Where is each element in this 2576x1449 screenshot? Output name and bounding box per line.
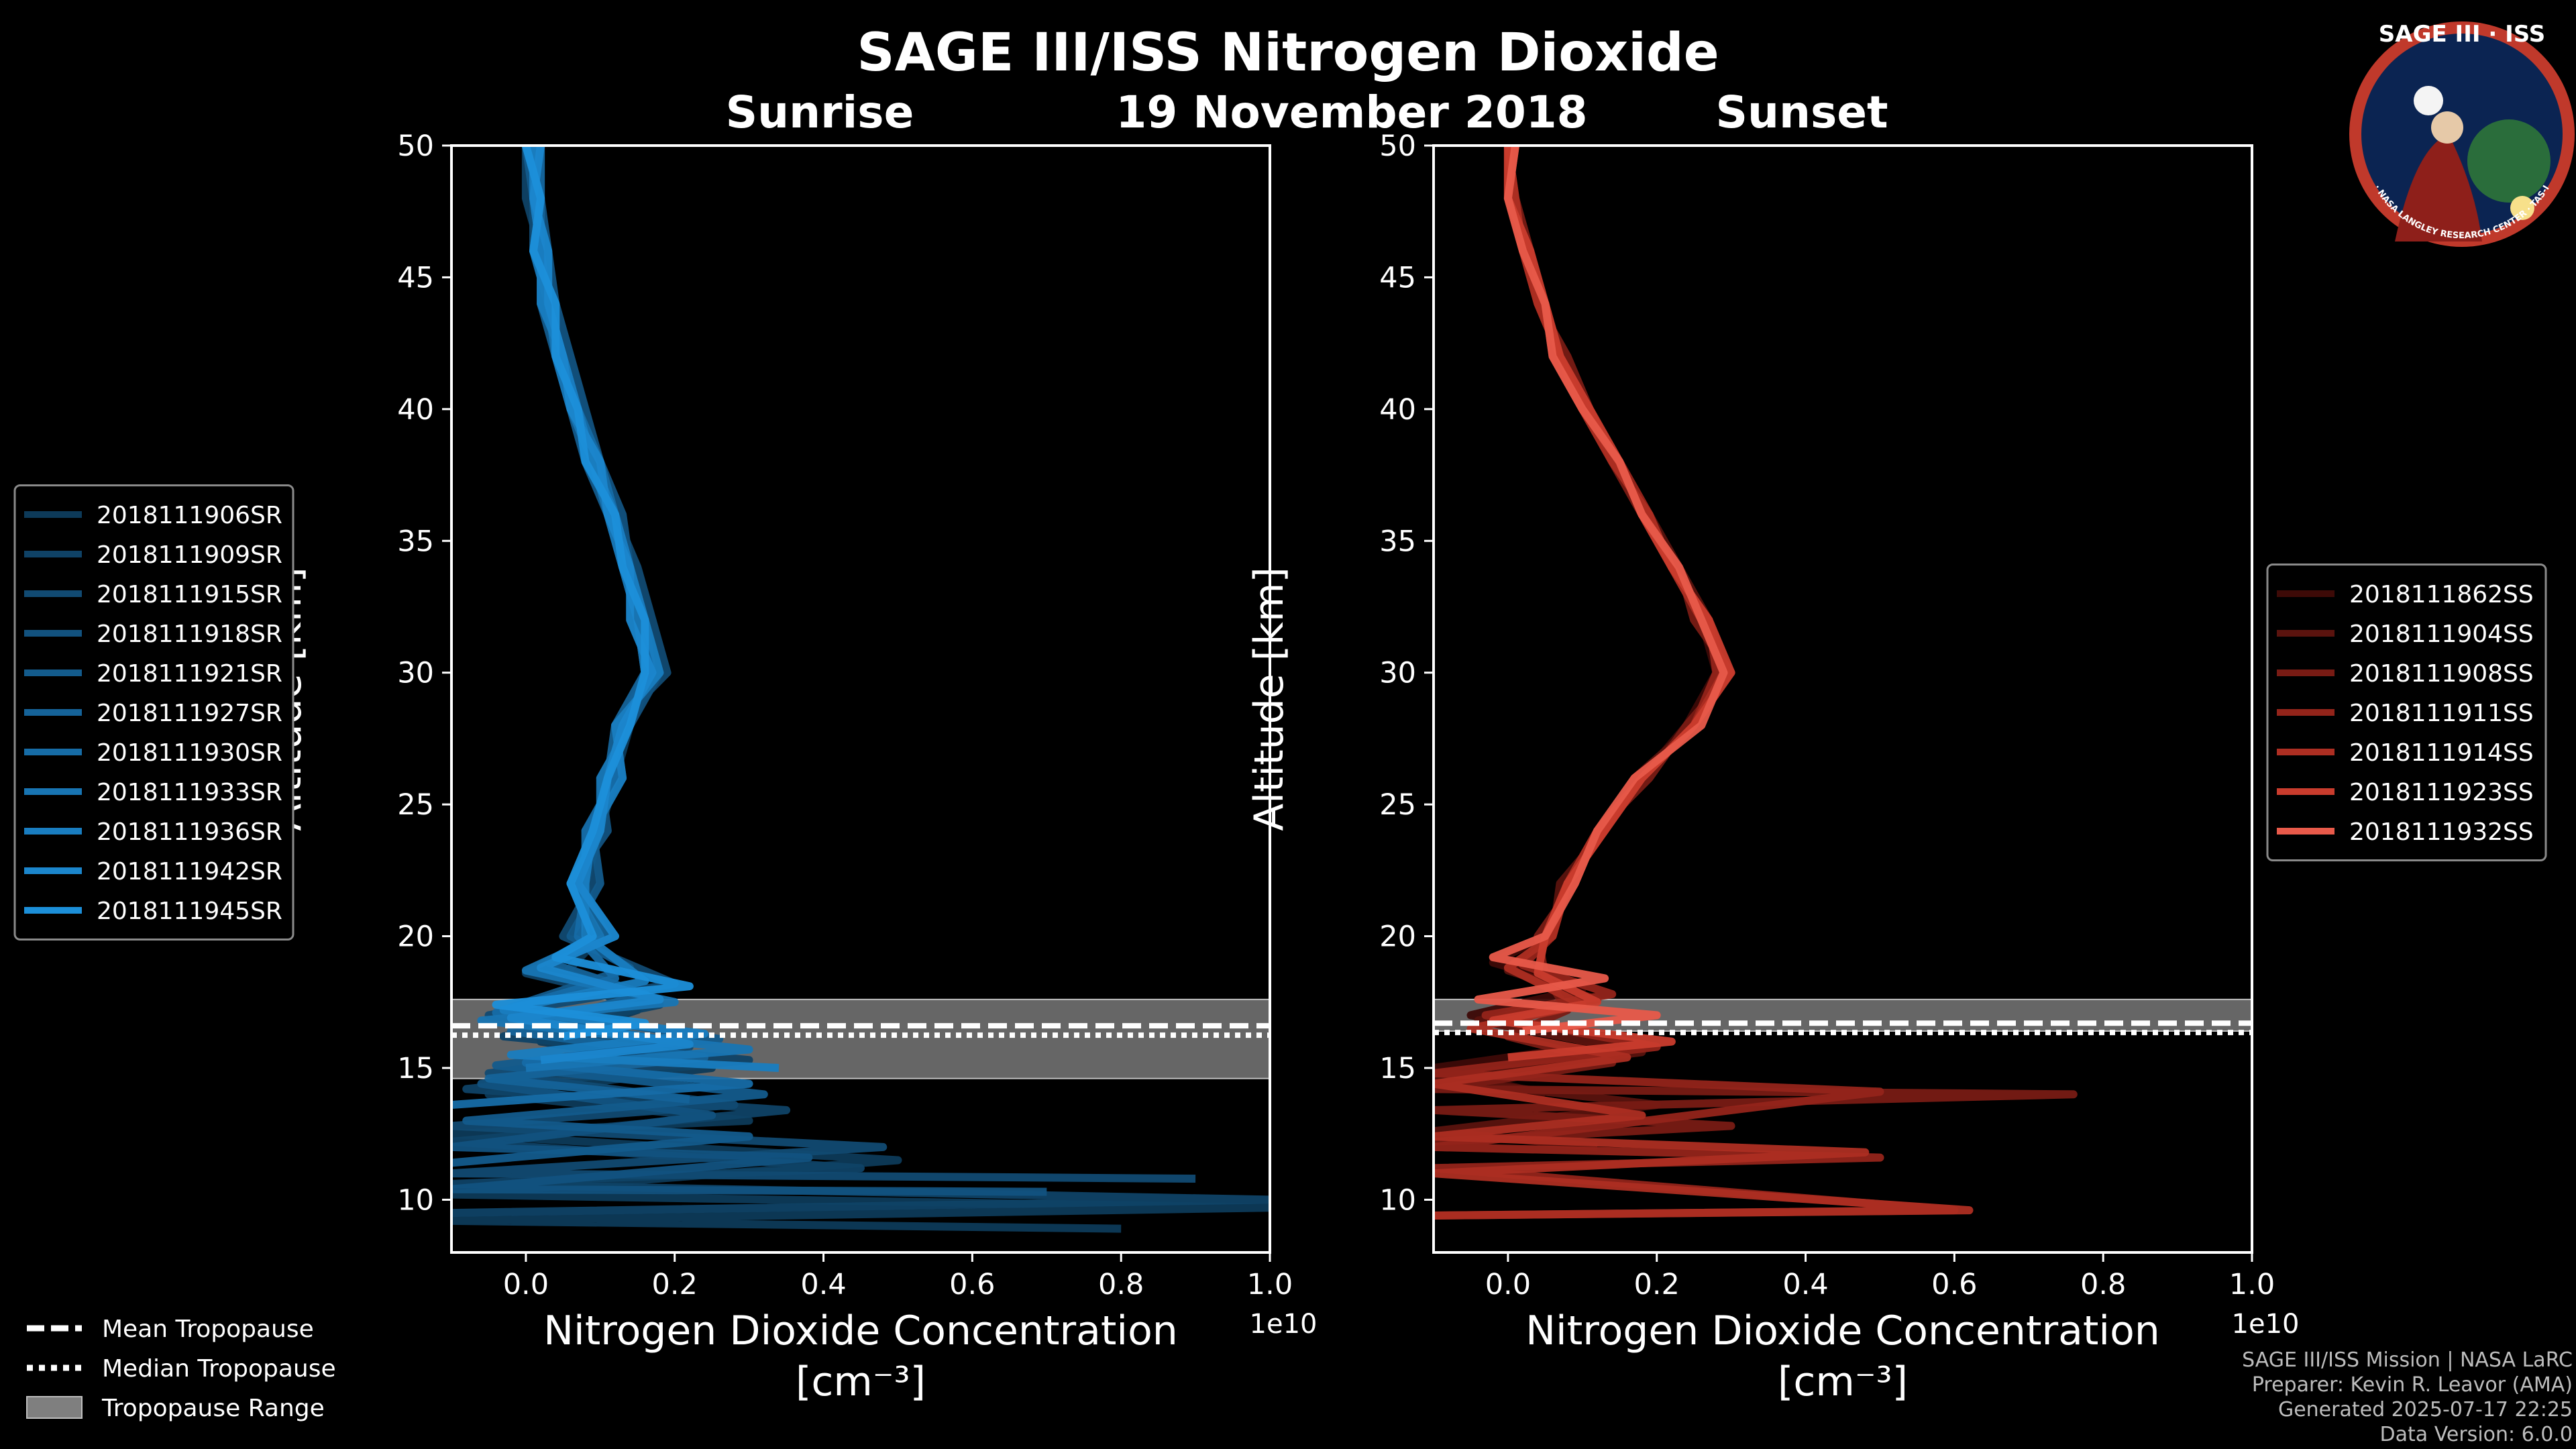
sunset-legend-label: 2018111914SS [2349,739,2534,767]
sunset-ytick-label: 30 [1379,657,1416,690]
sunset-xtick-label: 0.4 [1782,1268,1828,1301]
tropopause-legend-label: Mean Tropopause [102,1316,314,1343]
sunset-ytick-label: 40 [1379,393,1416,427]
sunset-series-2018111862SS [1434,146,1721,1099]
sunrise-subtitle: Sunrise [726,87,914,138]
sunrise-legend-label: 2018111906SR [97,502,282,529]
sunset-xtick-label: 0.2 [1634,1268,1680,1301]
sunrise-ytick-label: 15 [397,1052,434,1085]
sunrise-xtick-label: 0.4 [800,1268,846,1301]
sunset-ylabel: Altitude [km] [1246,567,1293,831]
tropopause-legend: Mean Tropopause Median Tropopause Tropopau… [26,1316,336,1422]
sunrise-legend: 2018111906SR 2018111909SR 2018111915SR 2018… [13,484,294,941]
sunrise-axes-frame [450,144,1271,1254]
sunrise-legend-label: 2018111921SR [97,660,282,688]
sunset-ytick-label: 25 [1379,788,1416,822]
sunset-legend: 2018111862SS 2018111904SS 2018111908SS 2018… [2266,564,2547,861]
sunset-xunit: [cm⁻³] [1778,1358,1908,1405]
sunrise-legend-label: 2018111915SR [97,581,282,608]
sunrise-xunit: [cm⁻³] [796,1358,926,1405]
footer-line-4: Data Version: 6.0.0 [2380,1423,2573,1446]
tropopause-legend-label: Median Tropopause [102,1355,336,1383]
sunrise-series-2018111945SR [492,146,694,1040]
earth-icon [2467,119,2551,203]
sunrise-legend-box [13,484,294,941]
sunset-xlabel: Nitrogen Dioxide Concentration [1525,1307,2160,1354]
sunset-xtick-label: 1.0 [2229,1268,2275,1301]
sunrise-xtick-label: 0.8 [1098,1268,1144,1301]
sunrise-ytick-label: 35 [397,525,434,558]
sunset-subtitle: Sunset [1715,87,1888,138]
sunrise-legend-label: 2018111930SR [97,739,282,767]
sunrise-xtick-label: 0.0 [503,1268,549,1301]
sunrise-legend-label: 2018111936SR [97,818,282,846]
logo-text: SAGE III · ISS [2379,21,2545,48]
sunrise-panel: Sunrise 0.0 0.2 0.4 0.6 0.8 1.0 10 15 20 25 30 35 40 4… [13,87,1318,1405]
sunrise-series-group [451,146,1270,1233]
sunrise-ytick-label: 20 [397,920,434,954]
moon-icon [2414,86,2443,115]
footer-line-2: Preparer: Kevin R. Leavor (AMA) [2252,1373,2573,1397]
sunrise-legend-label: 2018111942SR [97,858,282,885]
sunrise-xlabel: Nitrogen Dioxide Concentration [543,1307,1178,1354]
sunrise-xtick-label: 0.6 [949,1268,995,1301]
sunset-ytick-label: 20 [1379,920,1416,954]
sunset-ytick-label: 50 [1379,129,1416,163]
footer-line-3: Generated 2025-07-17 22:25 [2278,1398,2573,1421]
sunset-legend-label: 2018111911SS [2349,700,2534,727]
sunrise-legend-label: 2018111933SR [97,779,282,806]
sunset-legend-label: 2018111862SS [2349,581,2534,608]
sunrise-ytick-label: 50 [397,129,434,163]
tropopause-legend-label: Tropopause Range [101,1395,325,1422]
sunset-xtick-label: 0.8 [2080,1268,2126,1301]
sunset-panel: Sunset 0.0 0.2 0.4 0.6 0.8 1.0 10 15 20 25 30 35 40 45… [1246,87,2547,1405]
legend-tropopause-range-swatch [26,1396,83,1419]
sunset-series-2018111932SS [1474,146,1728,1035]
sunset-xtick-label: 0.0 [1485,1268,1531,1301]
sunset-axes-frame [1432,144,2253,1254]
sunset-ytick-label: 15 [1379,1052,1416,1085]
wizard-icon [2395,134,2482,241]
chart-date: 19 November 2018 [1116,87,1587,138]
sunset-legend-label: 2018111904SS [2349,621,2534,648]
sunrise-ytick-label: 10 [397,1183,434,1217]
sunset-legend-label: 2018111932SS [2349,818,2534,846]
sun-icon [2510,196,2534,220]
sunset-series-group [1434,146,2078,1220]
sunrise-xtick-label: 1.0 [1247,1268,1293,1301]
sunset-x-offset-label: 1e10 [2232,1309,2300,1340]
sunrise-ytick-label: 40 [397,393,434,427]
sunrise-ytick-label: 25 [397,788,434,822]
sunrise-ytick-label: 45 [397,261,434,294]
sunset-legend-label: 2018111908SS [2349,660,2534,688]
footer-line-1: SAGE III/ISS Mission | NASA LaRC [2242,1348,2573,1372]
sunset-ytick-label: 10 [1379,1183,1416,1217]
footer: SAGE III/ISS Mission | NASA LaRC Prepare… [2242,1348,2573,1446]
sunset-series-2018111908SS [1434,146,2078,1146]
sunrise-legend-label: 2018111918SR [97,621,282,648]
sunrise-xtick-label: 0.2 [652,1268,698,1301]
wizard-head-icon [2431,111,2463,144]
sunrise-x-offset-label: 1e10 [1250,1309,1318,1340]
sunrise-legend-label: 2018111909SR [97,541,282,569]
sunset-legend-box [2266,564,2547,861]
sunrise-legend-label: 2018111927SR [97,700,282,727]
sunset-ytick-label: 45 [1379,261,1416,294]
chart-title: SAGE III/ISS Nitrogen Dioxide [857,23,1719,83]
sunrise-ytick-label: 30 [397,657,434,690]
sunset-legend-label: 2018111923SS [2349,779,2534,806]
sunset-xtick-label: 0.6 [1931,1268,1977,1301]
sunrise-legend-label: 2018111945SR [97,898,282,925]
sunset-ytick-label: 35 [1379,525,1416,558]
sunrise-series-2018111930SR [451,146,753,1109]
